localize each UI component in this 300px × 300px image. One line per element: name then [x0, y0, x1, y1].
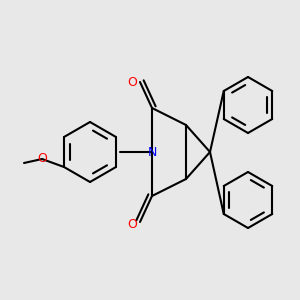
Text: N: N [147, 146, 157, 158]
Text: O: O [127, 218, 137, 230]
Text: O: O [37, 152, 47, 166]
Text: O: O [127, 76, 137, 88]
